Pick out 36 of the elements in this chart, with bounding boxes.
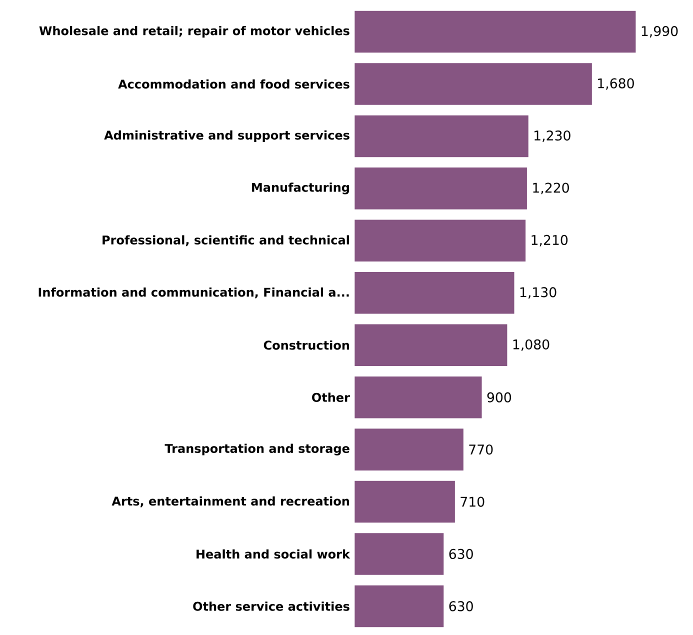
y-tick-label: Other service activities — [193, 602, 350, 611]
y-tick-label: Wholesale and retail; repair of motor vehicles — [39, 26, 350, 38]
bar — [354, 480, 455, 523]
y-tick-label: Other — [312, 392, 350, 402]
y-tick-label: Transportation and storage — [164, 444, 350, 456]
data-label: 900 — [487, 392, 512, 402]
data-label: 1,130 — [520, 287, 556, 299]
bar — [354, 533, 444, 575]
bar — [354, 63, 592, 105]
data-label: 1,220 — [533, 182, 569, 194]
data-label: 1,230 — [534, 130, 570, 142]
data-label: 630 — [449, 548, 473, 560]
y-tick-label: Information and communication, Financial a... — [38, 287, 349, 298]
bar — [354, 585, 444, 628]
bar — [354, 220, 526, 262]
bar — [354, 324, 508, 366]
data-label: 770 — [469, 444, 493, 455]
y-tick-label: Accommodation and food services — [118, 79, 350, 89]
data-label: 1,210 — [532, 234, 568, 246]
y-tick-label: Health and social work — [196, 549, 350, 559]
bar — [354, 376, 482, 418]
bar — [354, 115, 528, 158]
bar — [354, 10, 636, 53]
data-label: 630 — [449, 601, 473, 612]
data-label: 710 — [460, 496, 484, 507]
bar — [354, 428, 464, 470]
data-label: 1,680 — [598, 78, 634, 90]
bar — [354, 272, 514, 314]
y-tick-label: Professional, scientific and technical — [102, 235, 349, 246]
bar — [354, 168, 527, 210]
y-tick-label: Manufacturing — [252, 182, 349, 194]
data-label: 1,990 — [642, 26, 678, 38]
y-tick-label: Arts, entertainment and recreation — [112, 496, 350, 508]
y-tick-label: Administrative and support services — [104, 130, 350, 142]
y-tick-label: Construction — [264, 340, 350, 350]
data-label: 1,080 — [513, 339, 550, 351]
